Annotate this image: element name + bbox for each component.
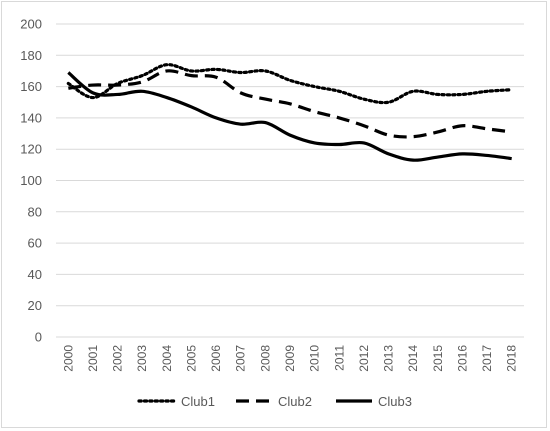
legend-label-club1: Club1	[181, 394, 215, 409]
legend-label-club2: Club2	[278, 394, 312, 409]
x-tick-label: 2016	[455, 345, 469, 372]
x-tick-label: 2009	[283, 345, 297, 372]
x-tick-label: 2017	[480, 345, 494, 372]
x-tick-label: 2002	[111, 345, 125, 372]
x-tick-label: 2008	[258, 345, 272, 372]
y-tick-label: 0	[35, 330, 42, 345]
x-tick-label: 2010	[308, 345, 322, 372]
y-tick-label: 100	[20, 173, 42, 188]
x-tick-label: 2012	[357, 345, 371, 372]
x-tick-label: 2013	[382, 345, 396, 372]
x-tick-label: 2001	[86, 345, 100, 372]
x-tick-label: 2018	[505, 345, 519, 372]
x-tick-label: 2011	[332, 345, 346, 371]
series-line-club1	[66, 63, 514, 105]
x-tick-label: 2005	[184, 345, 198, 372]
series-line-club3	[67, 71, 512, 162]
x-tick-label: 2004	[160, 345, 174, 372]
y-tick-label: 40	[28, 267, 42, 282]
series-line-club2	[68, 69, 512, 139]
x-tick-label: 2014	[406, 345, 420, 372]
legend: Club1 Club2 Club3	[137, 394, 412, 409]
x-tick-label: 2015	[431, 345, 445, 372]
y-axis-ticks: 0 20 40 60 80 100 120 140 160 180 200	[20, 17, 42, 345]
x-axis-ticks: 2000 2001 2002 2003 2004 2005 2006 2007 2008 2009…	[61, 345, 518, 372]
y-tick-label: 140	[20, 110, 42, 125]
y-tick-label: 20	[28, 298, 42, 313]
y-tick-label: 80	[28, 204, 42, 219]
x-tick-label: 2003	[135, 345, 149, 372]
y-tick-label: 160	[20, 79, 42, 94]
x-tick-label: 2007	[234, 345, 248, 372]
x-tick-label: 2000	[61, 345, 75, 372]
x-tick-label: 2006	[209, 345, 223, 372]
gridlines	[56, 23, 524, 338]
legend-label-club3: Club3	[378, 394, 412, 409]
y-tick-label: 120	[20, 142, 42, 157]
series-lines	[66, 63, 514, 162]
y-tick-label: 200	[20, 17, 42, 32]
y-tick-label: 60	[28, 236, 42, 251]
y-tick-label: 180	[20, 48, 42, 63]
